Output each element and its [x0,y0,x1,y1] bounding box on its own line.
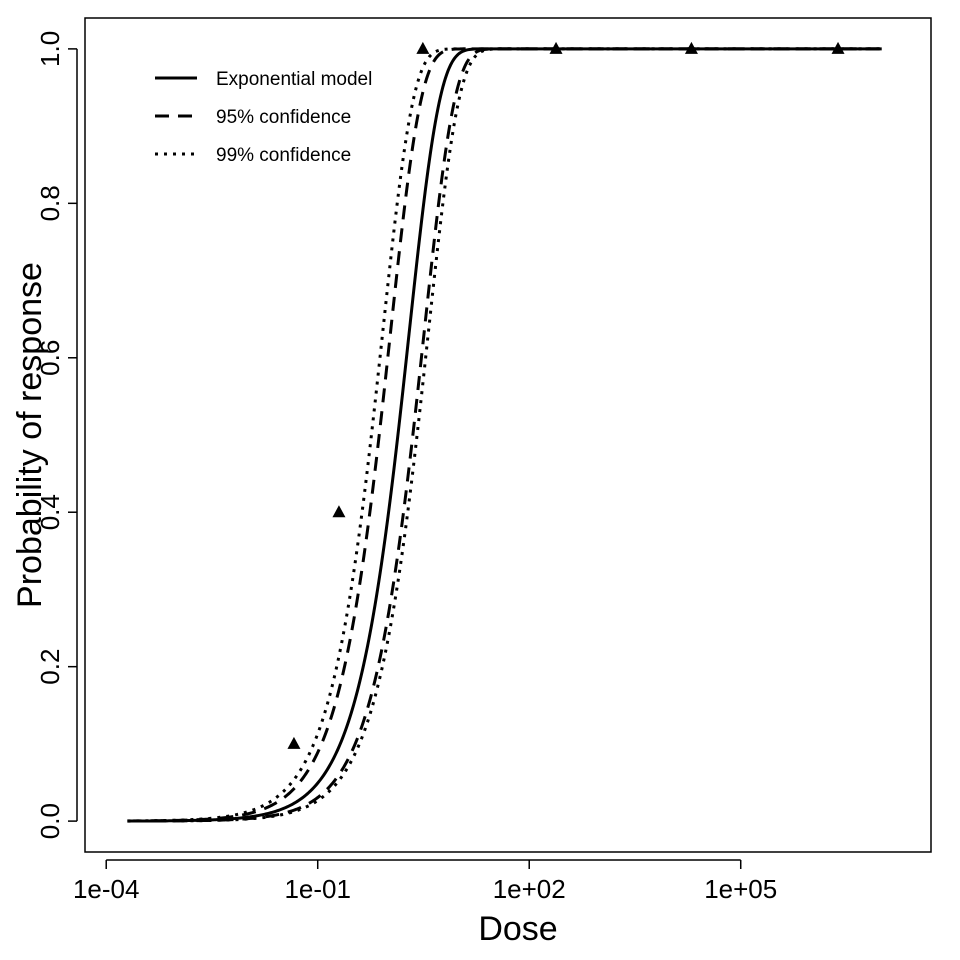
data-point-2 [416,41,430,54]
legend-label-exponential-model: Exponential model [216,69,372,90]
data-point-3 [549,41,563,54]
data-point-1 [332,505,346,518]
y-tick-label: 0.2 [35,649,65,685]
y-tick-label: 0.0 [35,803,65,839]
curve-95-confidence-2 [127,47,882,823]
x-tick-label: 1e+02 [493,874,566,904]
observed-points [287,41,845,749]
y-tick-label: 1.0 [35,31,65,67]
x-axis: 1e-04 1e-01 1e+02 1e+05 [73,859,777,904]
x-tick-label: 1e-01 [284,874,351,904]
y-tick-label: 0.4 [35,494,65,530]
x-tick-label: 1e+05 [704,874,777,904]
model-curves [127,47,882,823]
data-point-0 [287,736,301,749]
y-tick-label: 0.8 [35,185,65,221]
y-axis-title: Probability of response [11,262,49,608]
y-axis: 0.0 0.2 0.4 0.6 0.8 1.0 [35,31,78,839]
y-tick-label: 0.6 [35,340,65,376]
data-point-4 [684,41,698,54]
legend-label-99-confidence: 99% confidence [216,145,351,166]
data-point-5 [831,41,845,54]
curve-99-confidence-3 [127,47,882,823]
legend-label-95-confidence: 95% confidence [216,107,351,128]
legend: Exponential model 95% confidence 99% confi… [155,69,372,166]
plot-frame [84,17,932,853]
x-axis-title: Dose [478,910,557,948]
x-tick-label: 1e-04 [73,874,140,904]
